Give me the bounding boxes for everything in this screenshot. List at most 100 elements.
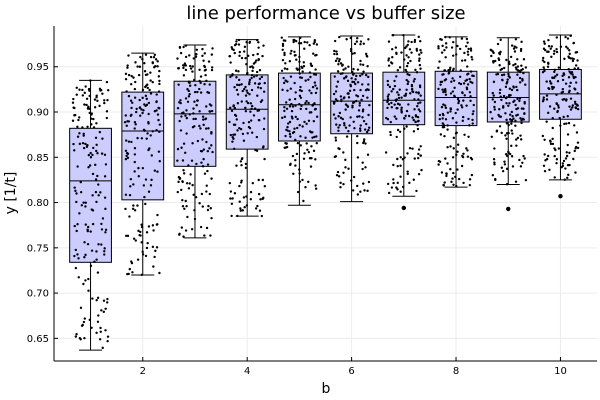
data-point	[294, 138, 297, 142]
data-point	[506, 132, 509, 135]
data-point	[514, 138, 518, 141]
data-point	[250, 131, 254, 134]
data-point	[359, 88, 362, 92]
y-axis-title: y [1/t]	[3, 172, 19, 215]
data-point	[95, 143, 98, 147]
data-point	[341, 64, 344, 67]
data-point	[178, 119, 181, 123]
data-point	[186, 100, 190, 103]
data-point	[499, 88, 502, 92]
data-point	[135, 107, 138, 111]
data-point	[342, 151, 345, 154]
data-point	[247, 120, 251, 124]
data-point	[252, 53, 255, 57]
data-point	[192, 107, 195, 110]
jitter-points	[228, 38, 267, 218]
data-point	[337, 115, 340, 118]
data-point	[95, 122, 98, 125]
data-point	[519, 134, 522, 137]
data-point	[188, 84, 192, 87]
data-point	[443, 69, 446, 72]
data-point	[441, 73, 444, 76]
data-point	[566, 37, 570, 40]
data-point	[387, 57, 391, 60]
data-point	[356, 193, 360, 196]
data-point	[410, 40, 413, 44]
data-point	[130, 140, 133, 144]
data-point	[461, 119, 464, 123]
data-point	[96, 296, 100, 300]
data-point	[547, 87, 550, 90]
data-point	[464, 45, 468, 48]
data-point	[198, 124, 201, 128]
data-point	[84, 279, 87, 282]
data-point	[463, 133, 466, 136]
y-tick-label: 0.85	[27, 153, 49, 164]
data-point	[301, 66, 304, 70]
data-point	[90, 117, 93, 120]
data-point	[356, 81, 360, 84]
data-point	[184, 199, 187, 203]
data-point	[147, 112, 150, 116]
data-point	[548, 105, 552, 108]
data-point	[519, 117, 522, 120]
data-point	[261, 178, 265, 182]
data-point	[146, 132, 149, 135]
data-point	[133, 170, 136, 173]
data-point	[500, 73, 504, 77]
data-point	[199, 225, 203, 229]
data-point	[508, 87, 512, 90]
data-point	[157, 150, 161, 153]
data-point	[139, 55, 142, 59]
data-point	[441, 88, 444, 91]
data-point	[408, 146, 412, 150]
data-point	[79, 306, 83, 310]
data-point	[79, 190, 83, 194]
data-point	[92, 117, 95, 121]
data-point	[134, 123, 137, 126]
data-point	[439, 80, 442, 84]
data-point	[392, 87, 395, 91]
data-point	[364, 88, 368, 92]
data-point	[514, 103, 517, 107]
data-point	[283, 67, 287, 70]
data-point	[411, 147, 414, 150]
data-point	[95, 258, 98, 261]
data-point	[562, 115, 565, 119]
data-point	[444, 56, 447, 59]
data-point	[494, 177, 497, 181]
data-point	[138, 65, 142, 68]
data-point	[333, 52, 336, 56]
data-point	[510, 122, 513, 125]
data-point	[247, 54, 250, 58]
data-point	[455, 153, 458, 157]
data-point	[157, 118, 160, 122]
data-point	[405, 54, 408, 57]
data-point	[522, 58, 526, 61]
data-point	[95, 96, 98, 99]
data-point	[444, 118, 448, 121]
data-point	[564, 82, 568, 85]
data-point	[256, 204, 259, 208]
data-point	[520, 64, 523, 67]
y-tick-label: 0.65	[27, 334, 49, 345]
data-point	[445, 46, 448, 49]
data-point	[96, 152, 99, 155]
data-point	[150, 178, 153, 182]
data-point	[566, 47, 569, 50]
data-point	[284, 62, 287, 65]
data-point	[262, 44, 265, 47]
data-point	[205, 184, 208, 187]
data-point	[138, 98, 141, 102]
data-point	[182, 142, 186, 145]
data-point	[352, 120, 355, 123]
data-point	[389, 120, 392, 124]
data-point	[401, 158, 405, 161]
data-point	[407, 56, 410, 59]
data-point	[201, 205, 204, 208]
data-point	[303, 152, 306, 155]
data-point	[210, 68, 214, 72]
data-point	[130, 113, 133, 117]
data-point	[356, 37, 359, 40]
data-point	[505, 58, 508, 62]
